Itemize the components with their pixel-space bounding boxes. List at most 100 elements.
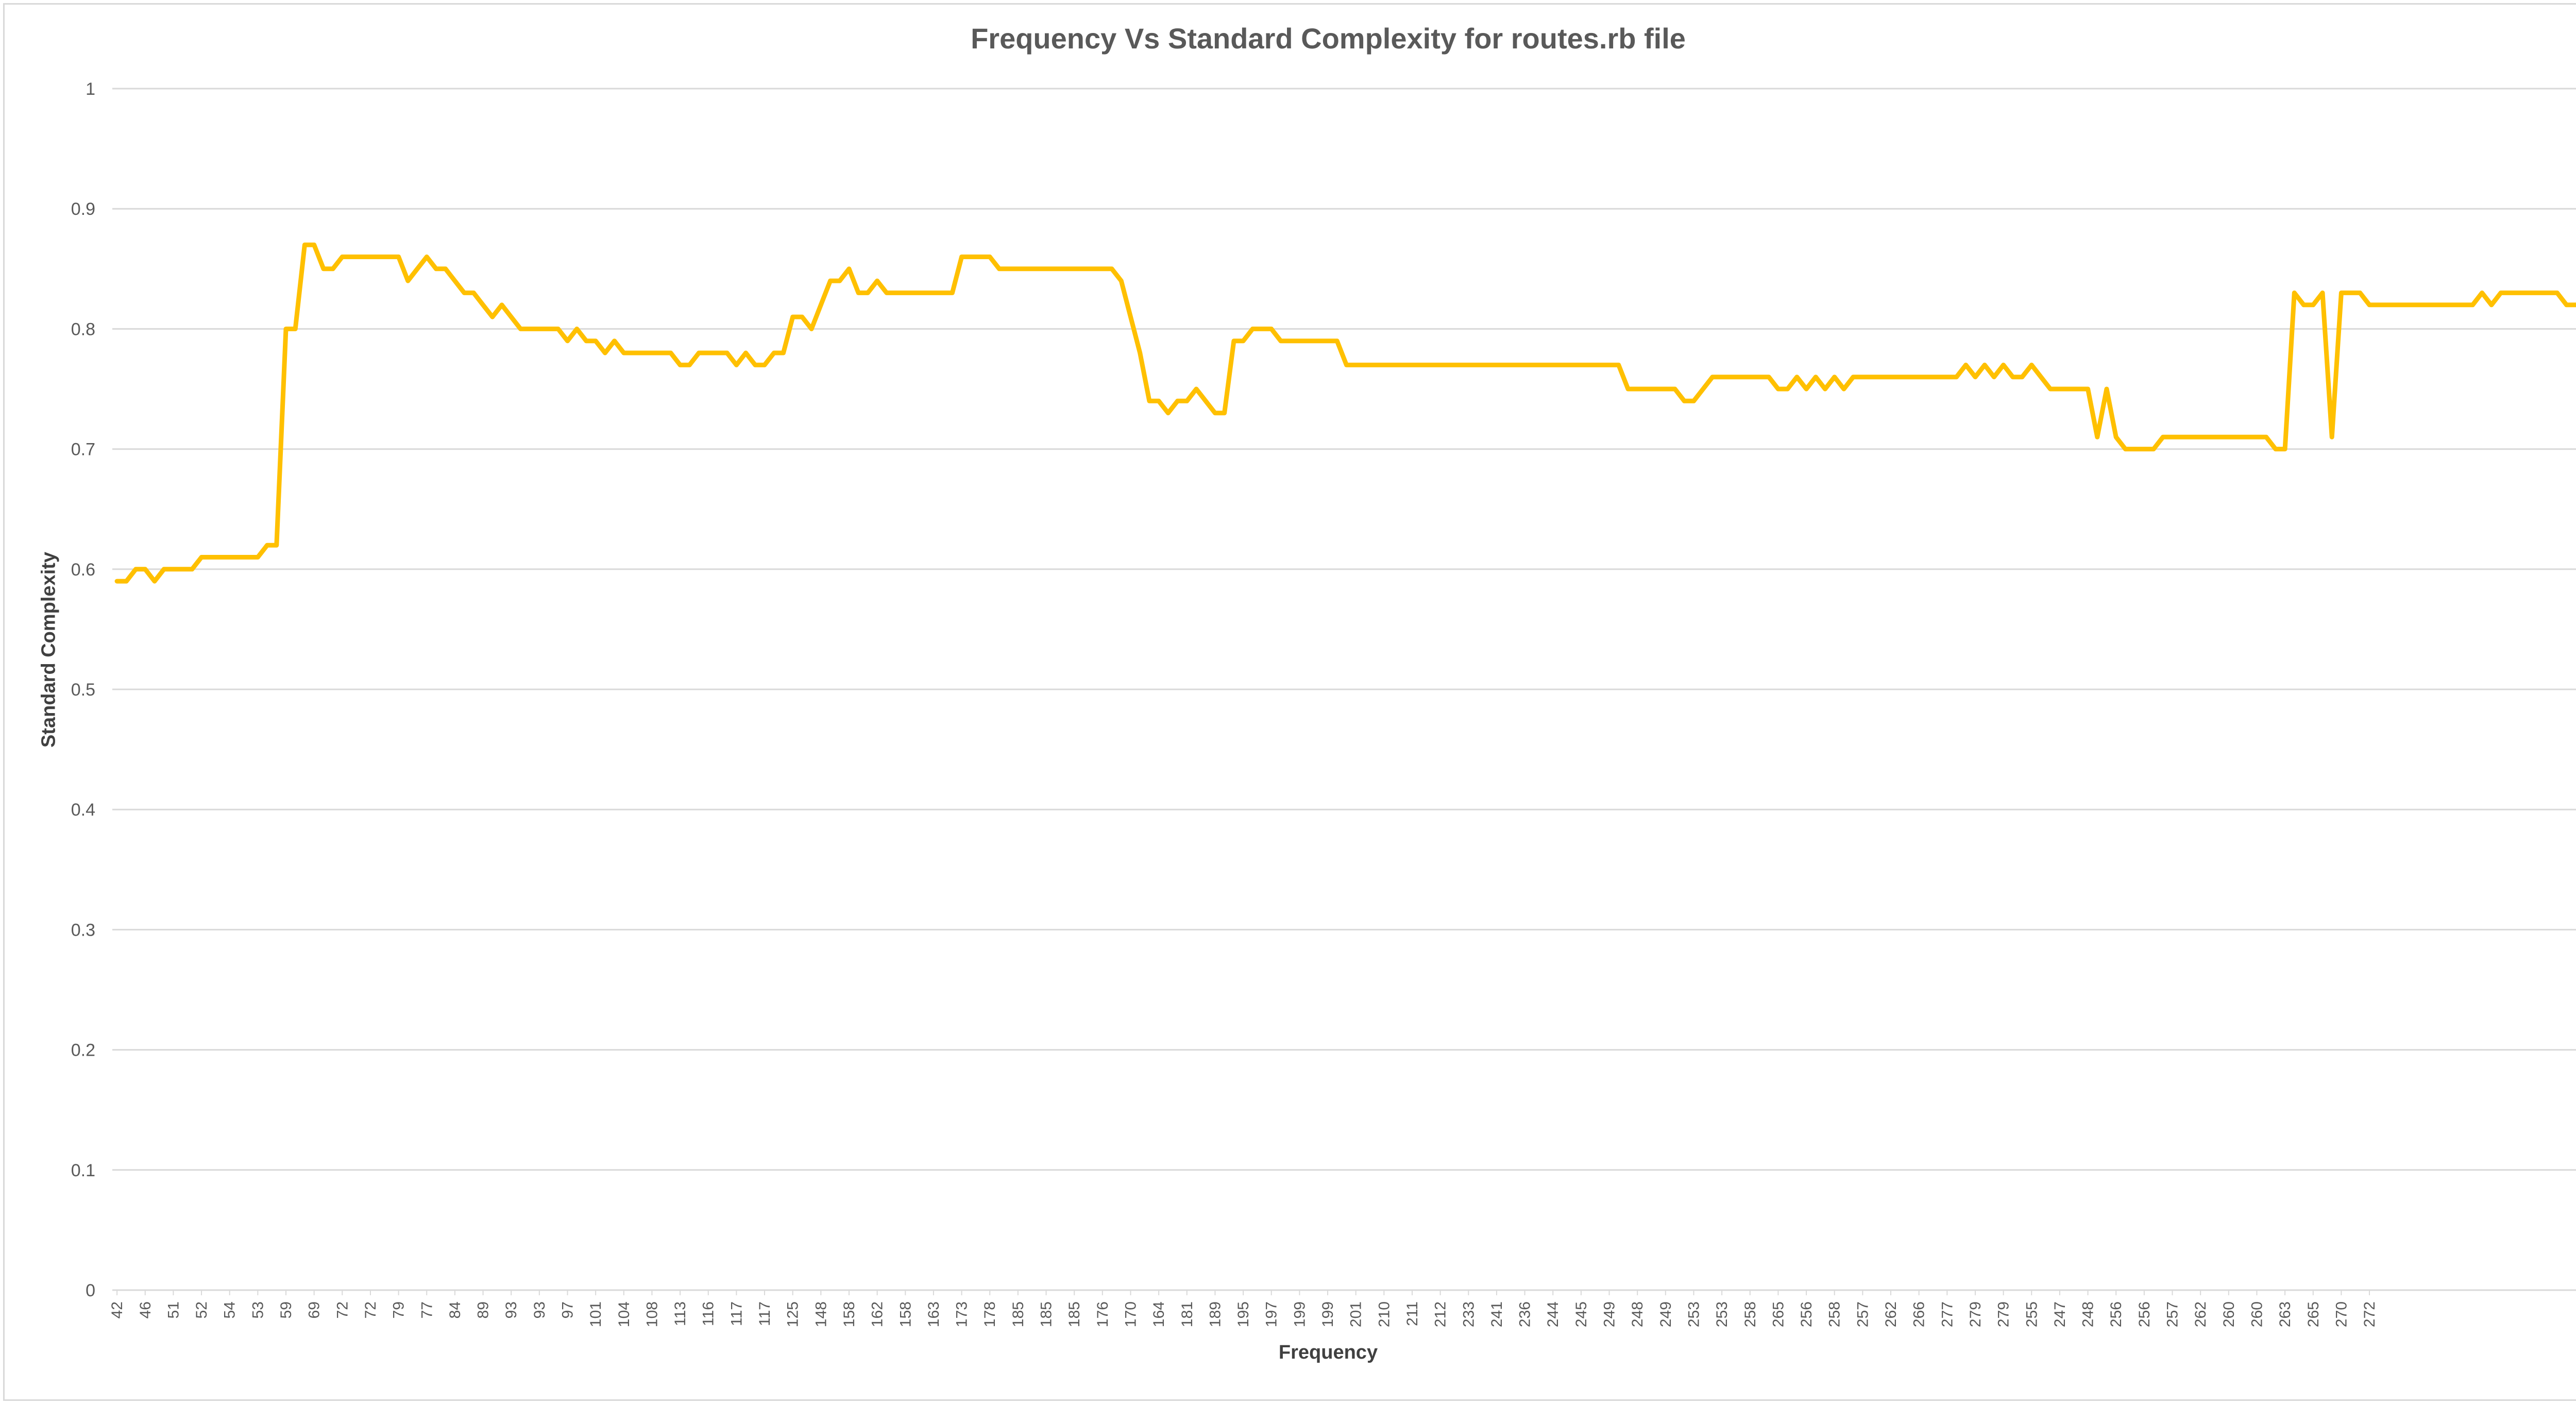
data-point	[950, 291, 955, 295]
data-point	[1635, 387, 1640, 391]
data-point	[1841, 387, 1846, 391]
data-point	[2377, 302, 2381, 307]
data-point	[1363, 363, 1367, 367]
y-tick-label: 0	[86, 1281, 95, 1300]
data-point	[1710, 375, 1715, 379]
data-point	[772, 351, 776, 355]
x-tick-label: 248	[1629, 1301, 1646, 1327]
data-point	[2573, 302, 2576, 307]
data-point	[2433, 302, 2437, 307]
data-point	[227, 555, 232, 560]
x-tick-label: 178	[981, 1301, 998, 1327]
data-point	[1870, 375, 1874, 379]
x-tick-label: 79	[391, 1301, 408, 1318]
data-point	[2461, 302, 2466, 307]
data-point	[500, 302, 504, 307]
y-tick-label: 0.2	[71, 1041, 95, 1060]
x-tick-label: 212	[1432, 1301, 1449, 1327]
x-tick-label: 266	[1911, 1301, 1928, 1327]
x-tick-label: 117	[756, 1301, 773, 1326]
x-tick-label: 260	[2221, 1301, 2238, 1327]
data-point	[1494, 363, 1499, 367]
x-axis-title: Frequency	[1278, 1342, 1378, 1363]
data-point	[2358, 291, 2362, 295]
x-tick-label: 257	[2164, 1301, 2181, 1327]
data-point	[1551, 363, 1555, 367]
data-point	[734, 363, 739, 367]
data-point	[1250, 327, 1255, 331]
data-point	[1522, 363, 1527, 367]
data-point	[565, 338, 570, 343]
data-point	[2414, 302, 2419, 307]
data-point	[809, 327, 814, 331]
data-point	[331, 266, 335, 271]
x-tick-label: 197	[1263, 1301, 1280, 1327]
data-point	[1729, 375, 1734, 379]
data-point	[1194, 387, 1198, 391]
data-point	[1053, 266, 1058, 271]
data-point	[2536, 291, 2540, 295]
data-point	[1767, 375, 1771, 379]
data-point	[2320, 291, 2325, 295]
data-point	[1110, 266, 1114, 271]
data-point	[1307, 338, 1311, 343]
data-point	[1222, 411, 1227, 415]
data-point	[1757, 375, 1761, 379]
data-point	[321, 266, 326, 271]
data-point	[1691, 399, 1696, 403]
data-point	[1860, 375, 1865, 379]
data-point	[725, 351, 730, 355]
x-tick-label: 84	[447, 1301, 464, 1318]
data-point	[1288, 338, 1293, 343]
x-tick-label: 199	[1319, 1301, 1336, 1327]
data-point	[396, 255, 401, 259]
data-point	[405, 279, 410, 283]
data-point	[1035, 266, 1039, 271]
data-point	[856, 291, 861, 295]
data-point	[1776, 387, 1781, 391]
x-tick-label: 279	[1967, 1301, 1984, 1327]
data-point	[2170, 435, 2175, 439]
data-point	[687, 363, 692, 367]
data-point	[434, 266, 438, 271]
data-point	[2189, 435, 2193, 439]
data-point	[1879, 375, 1884, 379]
data-point	[1588, 363, 1593, 367]
x-tick-label: 77	[418, 1301, 435, 1318]
data-point	[171, 567, 176, 571]
data-point	[1832, 375, 1837, 379]
data-point	[1504, 363, 1509, 367]
x-tick-label: 236	[1517, 1301, 1534, 1327]
data-point	[1738, 375, 1743, 379]
data-point	[209, 555, 213, 560]
data-point	[425, 255, 429, 259]
data-point	[452, 279, 457, 283]
x-tick-label: 260	[2248, 1301, 2265, 1327]
data-point	[1579, 363, 1583, 367]
data-point	[349, 255, 354, 259]
data-point	[1297, 338, 1302, 343]
data-point	[1898, 375, 1903, 379]
data-point	[2001, 363, 2006, 367]
data-point	[875, 279, 879, 283]
data-point	[790, 315, 795, 319]
data-point	[265, 543, 269, 548]
data-point	[743, 351, 748, 355]
x-tick-label: 181	[1179, 1301, 1196, 1327]
data-point	[969, 255, 973, 259]
x-tick-label: 185	[1010, 1301, 1027, 1327]
y-tick-label: 0.3	[71, 920, 95, 940]
data-point	[1814, 375, 1818, 379]
data-point	[931, 291, 936, 295]
x-tick-label: 199	[1291, 1301, 1308, 1327]
data-point	[997, 266, 1002, 271]
data-point	[2339, 291, 2344, 295]
x-tick-label: 185	[1066, 1301, 1083, 1327]
data-point	[668, 351, 673, 355]
x-tick-label: 42	[109, 1301, 126, 1318]
data-point	[1184, 399, 1189, 403]
data-point	[1072, 266, 1077, 271]
data-point	[1823, 387, 1827, 391]
data-point	[1794, 375, 1799, 379]
data-point	[246, 555, 251, 560]
